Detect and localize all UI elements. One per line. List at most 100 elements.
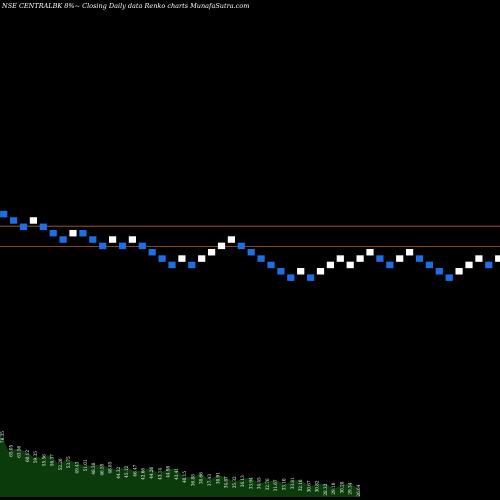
volume-label: 34.87 [224,476,229,488]
renko-brick-up [128,236,136,243]
renko-brick-down [118,242,127,250]
renko-brick-down [485,261,493,269]
renko-bricks [0,210,500,281]
renko-brick-down [376,255,384,262]
volume-label: 63.56 [17,445,22,457]
renko-brick-up [29,217,37,224]
volume-label: 37.43 [207,474,212,486]
volume-area-fill [0,432,360,497]
volume-label: 49.43 [75,461,80,473]
renko-brick-up [109,236,117,243]
renko-brick-down [237,242,245,250]
volume-label: 30.82 [315,480,320,492]
renko-brick-down [277,268,285,275]
renko-brick-down [79,229,87,237]
renko-brick-down [267,261,275,269]
volume-label: 44.26 [149,466,154,478]
renko-brick-up [178,255,186,262]
renko-brick-up [366,248,374,256]
volume-label: 33.10 [282,478,287,490]
volume-label: 36.13 [240,475,245,487]
renko-brick-up [198,255,206,262]
renko-brick-down [188,261,196,269]
volume-label: 30.28 [339,481,344,493]
renko-brick-down [99,242,107,250]
volume-label: 32.76 [265,478,270,490]
volume-label: 53.75 [66,456,71,468]
volume-label: 31.67 [273,479,278,491]
volume-label: 78.35 [0,431,5,443]
volume-label: 38.91 [215,472,220,484]
volume-label: 44.32 [116,466,121,478]
renko-brick-up [356,255,364,262]
volume-label: 51.01 [83,459,88,471]
renko-brick-up [475,255,483,262]
volume-label: 34.45 [257,477,262,489]
volume-label: 40.15 [182,471,187,483]
volume-label: 45.12 [124,465,129,477]
volume-area [0,432,360,497]
volume-label: 65.05 [8,444,13,456]
renko-brick-up [217,242,226,250]
volume-label: 30.67 [306,480,311,492]
renko-brick-up [455,268,463,275]
renko-brick-down [425,261,433,269]
renko-brick-down [307,274,315,281]
renko-brick-down [415,255,424,262]
renko-brick-down [49,229,57,237]
renko-brick-up [336,255,344,262]
volume-label: 60.12 [25,450,30,462]
volume-label: 29.34 [348,482,353,494]
volume-label: 32.16 [298,479,303,491]
renko-brick-up [227,236,235,243]
renko-brick-down [19,223,28,231]
renko-brick-down [257,255,265,262]
reference-lines [0,225,500,247]
volume-label: 33.94 [248,477,253,489]
volume-label: 43.14 [157,468,162,480]
renko-brick-up [316,268,325,275]
renko-brick-down [287,274,295,281]
volume-label: 56.37 [50,454,55,466]
volume-label: 42.66 [141,468,146,480]
renko-brick-up [495,255,500,262]
volume-label: 33.81 [290,477,295,489]
chart-title: NSE CENTRALBK 8%~ Closing Daily data Ren… [1,2,249,10]
volume-label: 52.26 [58,458,63,470]
renko-brick-down [148,248,156,256]
renko-brick-up [396,255,404,262]
volume-label: 26.64 [356,484,361,496]
volume-label: 28.32 [323,483,328,495]
renko-brick-down [39,223,47,231]
volume-label: 38.66 [199,472,204,484]
renko-brick-up [208,248,216,256]
renko-brick-down [168,261,176,269]
volume-label: 46.47 [133,464,138,476]
renko-brick-down [445,274,453,281]
volume-label: 29.10 [331,482,336,494]
volume-label: 35.32 [232,476,237,488]
volume-label: 36.88 [190,474,195,486]
renko-brick-down [435,268,443,275]
renko-brick-down [0,210,8,218]
volume-label: 44.98 [166,465,171,477]
renko-brick-down [386,261,394,269]
renko-brick-down [89,236,97,243]
renko-brick-up [465,261,473,269]
renko-brick-up [297,268,305,275]
renko-brick-up [346,261,354,269]
volume-label: 59.35 [33,451,38,463]
volume-label: 48.85 [108,461,113,473]
volume-label: 43.41 [174,468,179,480]
renko-brick-up [69,229,77,237]
renko-brick-down [10,217,18,224]
volume-label: 48.38 [91,462,96,474]
volume-label: 46.55 [99,463,104,475]
renko-brick-up [326,261,334,269]
renko-brick-down [158,255,166,262]
renko-brick-down [247,248,255,256]
renko-brick-down [59,236,67,243]
renko-brick-up [406,248,414,256]
